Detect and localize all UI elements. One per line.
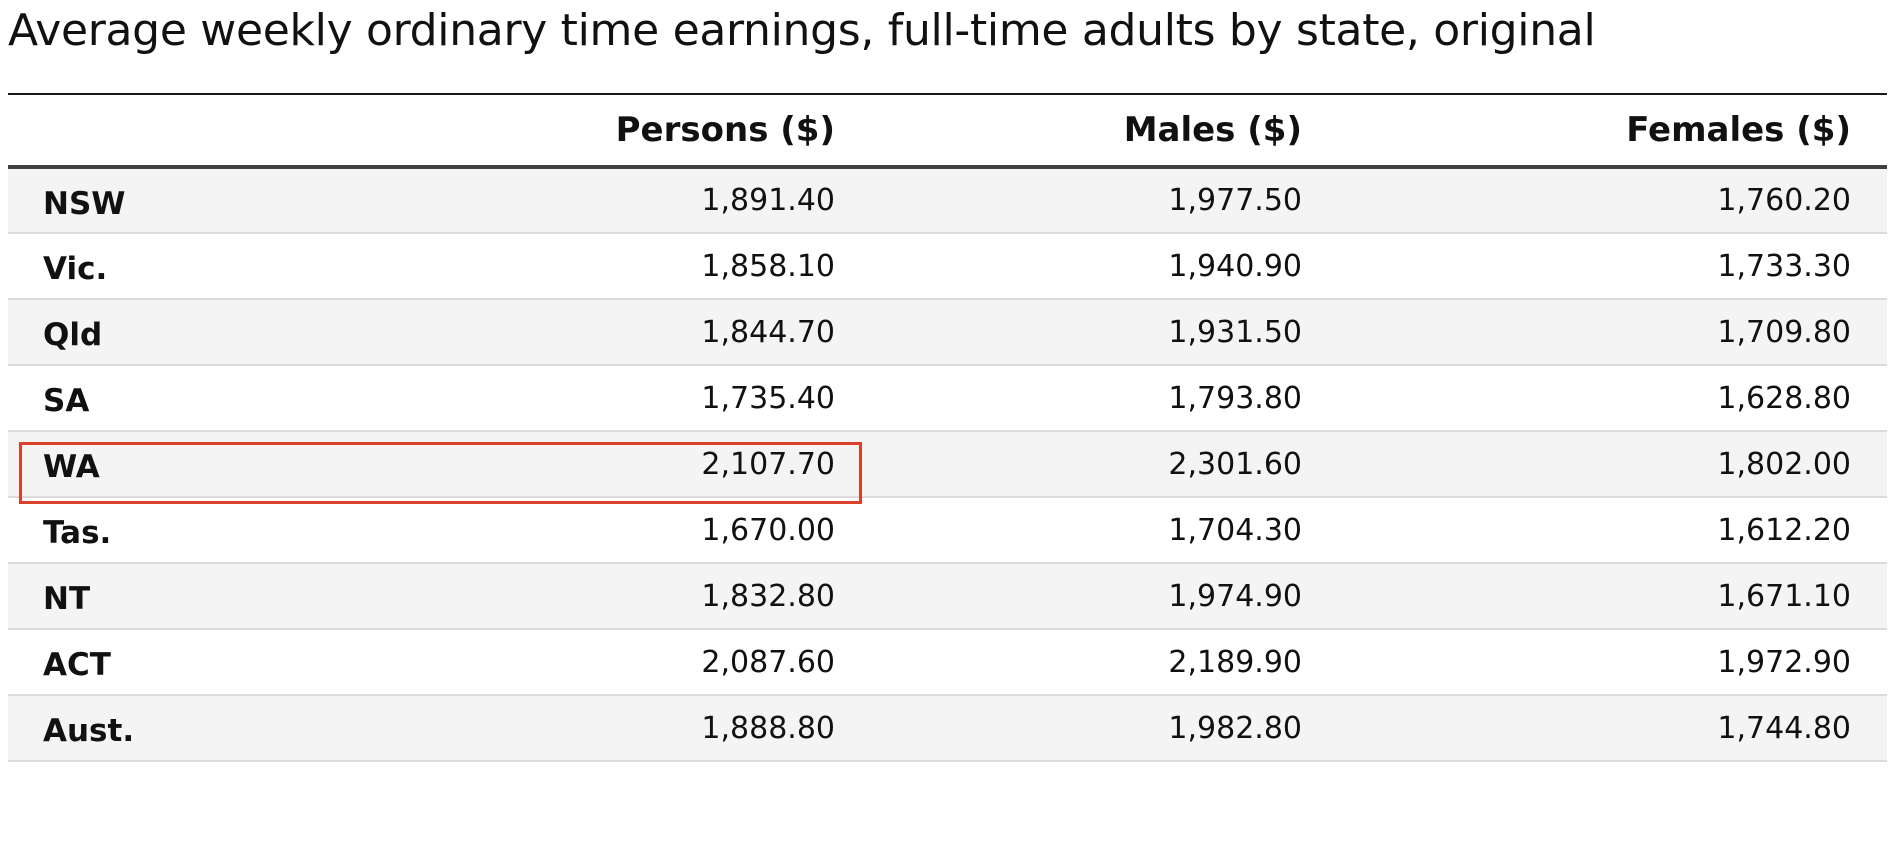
row-label: WA xyxy=(43,449,100,485)
cell-females: 1,733.30 xyxy=(1717,248,1851,284)
cell-males: 1,977.50 xyxy=(1168,183,1302,218)
cell-males: 2,301.60 xyxy=(1168,446,1302,482)
cell-persons: 1,735.40 xyxy=(701,380,835,416)
header-row: Persons ($) Males ($) Females ($) xyxy=(8,95,1887,169)
row-label: Qld xyxy=(43,317,103,353)
cell-females: 1,802.00 xyxy=(1717,446,1851,482)
row-label: Tas. xyxy=(43,515,112,551)
cell-persons: 2,107.70 xyxy=(701,446,835,482)
cell-males: 1,982.80 xyxy=(1168,710,1302,746)
column-header-state xyxy=(8,95,514,169)
table-row-aust: Aust. 1,888.80 1,982.80 1,744.80 xyxy=(8,695,1887,761)
cell-males: 1,704.30 xyxy=(1168,512,1302,548)
table-row-wa: WA 2,107.70 2,301.60 1,802.00 xyxy=(8,431,1887,497)
cell-males: 2,189.90 xyxy=(1168,644,1302,680)
row-label: SA xyxy=(43,383,90,419)
cell-males: 1,931.50 xyxy=(1168,314,1302,350)
cell-females: 1,671.10 xyxy=(1717,578,1851,614)
cell-males: 1,940.90 xyxy=(1168,248,1302,284)
earnings-table-container: Persons ($) Males ($) Females ($) NSW 1,8… xyxy=(8,93,1887,762)
cell-persons: 2,087.60 xyxy=(701,644,835,680)
row-label: Aust. xyxy=(43,713,135,749)
table-row-nt: NT 1,832.80 1,974.90 1,671.10 xyxy=(8,563,1887,629)
cell-males: 1,974.90 xyxy=(1168,578,1302,614)
row-label: Vic. xyxy=(43,251,108,287)
table-row-tas: Tas. 1,670.00 1,704.30 1,612.20 xyxy=(8,497,1887,563)
table-row-qld: Qld 1,844.70 1,931.50 1,709.80 xyxy=(8,299,1887,365)
cell-females: 1,628.80 xyxy=(1717,380,1851,416)
cell-females: 1,612.20 xyxy=(1717,512,1851,548)
cell-females: 1,760.20 xyxy=(1717,183,1851,218)
cell-persons: 1,858.10 xyxy=(701,248,835,284)
cell-females: 1,744.80 xyxy=(1717,710,1851,746)
table-title: Average weekly ordinary time earnings, f… xyxy=(8,5,1596,56)
column-header-males: Males ($) xyxy=(871,95,1338,169)
cell-persons: 1,670.00 xyxy=(701,512,835,548)
cell-persons: 1,832.80 xyxy=(701,578,835,614)
table-row-nsw: NSW 1,891.40 1,977.50 1,760.20 xyxy=(8,167,1887,233)
cell-males: 1,793.80 xyxy=(1168,380,1302,416)
table-body: NSW 1,891.40 1,977.50 1,760.20 Vic. 1,858.10 1… xyxy=(8,167,1887,761)
earnings-table: Persons ($) Males ($) Females ($) NSW 1,8… xyxy=(8,95,1887,762)
cell-persons: 1,844.70 xyxy=(701,314,835,350)
row-label: ACT xyxy=(43,647,111,683)
row-label: NT xyxy=(43,581,91,617)
column-header-females: Females ($) xyxy=(1338,95,1887,169)
cell-females: 1,709.80 xyxy=(1717,314,1851,350)
row-label: NSW xyxy=(43,185,126,222)
table-row-vic: Vic. 1,858.10 1,940.90 1,733.30 xyxy=(8,233,1887,299)
cell-females: 1,972.90 xyxy=(1717,644,1851,680)
table-header: Persons ($) Males ($) Females ($) xyxy=(8,95,1887,169)
column-header-persons: Persons ($) xyxy=(514,95,871,169)
table-row-act: ACT 2,087.60 2,189.90 1,972.90 xyxy=(8,629,1887,695)
cell-persons: 1,891.40 xyxy=(701,183,835,218)
table-row-sa: SA 1,735.40 1,793.80 1,628.80 xyxy=(8,365,1887,431)
cell-persons: 1,888.80 xyxy=(701,710,835,746)
